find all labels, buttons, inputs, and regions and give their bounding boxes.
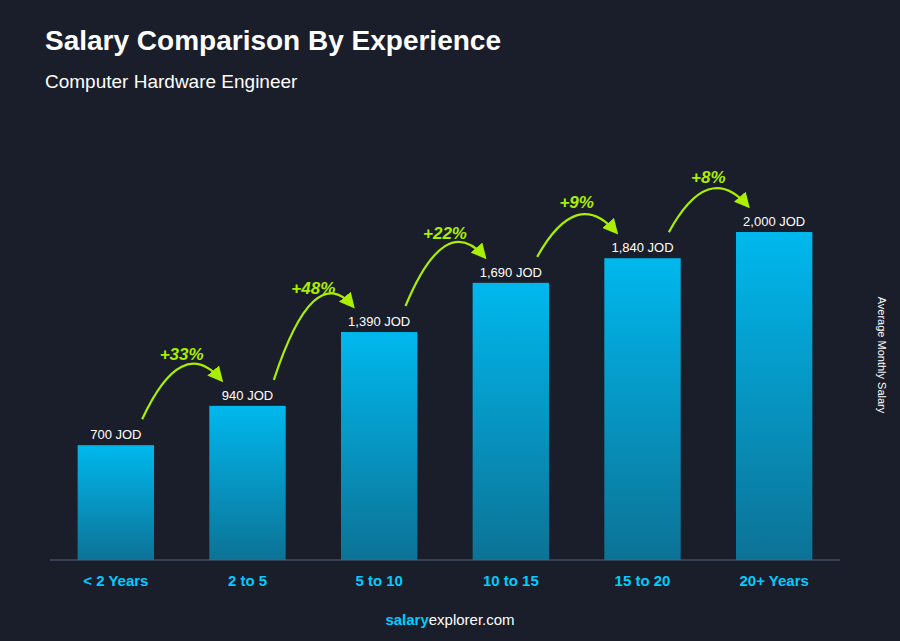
x-tick-label: 2 to 5 — [228, 572, 267, 589]
x-tick-label: < 2 Years — [83, 572, 148, 589]
bar — [341, 332, 417, 560]
annotation: +8% — [691, 168, 726, 187]
data-label: 1,390 JOD — [348, 314, 410, 329]
footer: salaryexplorer.com — [385, 611, 514, 628]
data-label: 1,840 JOD — [611, 240, 673, 255]
growth-arrow — [537, 214, 616, 257]
bar — [209, 406, 285, 560]
data-label: 940 JOD — [222, 388, 273, 403]
growth-arrow — [274, 293, 353, 380]
growth-arrow — [669, 188, 748, 232]
bars — [78, 232, 813, 560]
title: Salary Comparison By Experience — [45, 25, 501, 56]
background — [0, 0, 900, 641]
annotation: +48% — [291, 279, 335, 298]
footer-part: explorer.com — [429, 611, 515, 628]
bar — [604, 258, 680, 560]
x-tick-label: 10 to 15 — [483, 572, 539, 589]
y-axis-label: Average Monthly Salary — [876, 297, 888, 414]
subtitle: Computer Hardware Engineer — [45, 71, 298, 92]
chart: Salary Comparison By Experience Computer … — [0, 0, 900, 641]
growth-arrow — [406, 242, 485, 306]
x-tick-label: 15 to 20 — [615, 572, 671, 589]
data-label: 700 JOD — [90, 427, 141, 442]
bar — [473, 283, 549, 560]
data-label: 2,000 JOD — [743, 214, 805, 229]
bar — [736, 232, 812, 560]
annotation: +9% — [559, 193, 594, 212]
annotation: +33% — [160, 345, 204, 364]
footer-part: salary — [385, 611, 429, 628]
growth-arrow — [142, 364, 221, 419]
annotation: +22% — [423, 224, 467, 243]
bar — [78, 445, 154, 560]
baseline — [50, 560, 840, 561]
x-tick-label: 5 to 10 — [355, 572, 403, 589]
x-tick-label: 20+ Years — [739, 572, 808, 589]
data-label: 1,690 JOD — [480, 265, 542, 280]
